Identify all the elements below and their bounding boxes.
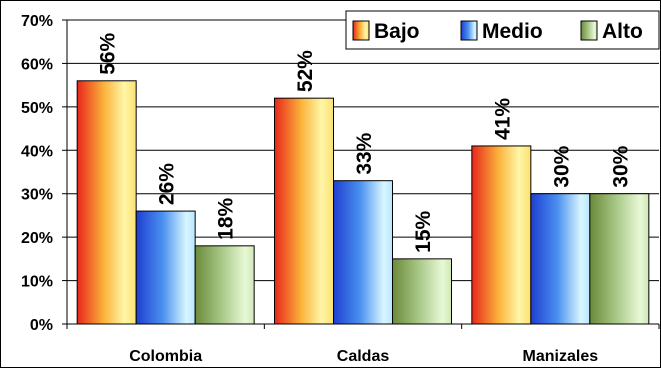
legend-swatch-alto	[580, 20, 598, 41]
x-category-label: Caldas	[337, 348, 390, 365]
bar-bajo	[76, 80, 137, 325]
bars	[76, 80, 650, 325]
data-label: 52%	[294, 50, 317, 92]
data-label: 30%	[550, 145, 573, 187]
bar-alto	[392, 258, 452, 325]
bar-medio	[333, 180, 393, 325]
data-label: 30%	[609, 145, 632, 187]
y-tick-label: 70%	[21, 13, 53, 30]
legend-box	[345, 10, 660, 50]
y-tick-label: 50%	[21, 100, 53, 117]
data-label: 15%	[412, 210, 435, 252]
data-label: 26%	[156, 163, 179, 205]
legend: Bajo Medio Alto	[345, 10, 660, 50]
y-tick-label: 0%	[30, 317, 53, 334]
bar-medio	[530, 193, 591, 325]
y-tick-label: 10%	[21, 274, 53, 291]
y-tick-label: 20%	[21, 230, 53, 247]
legend-label: Bajo	[374, 20, 420, 43]
data-label: 33%	[353, 132, 376, 174]
bar-alto	[194, 245, 255, 325]
bar-alto	[589, 193, 650, 325]
data-labels: 56% 26% 18% 52% 33% 15% 41% 30% 30%	[97, 32, 633, 252]
bar-bajo	[274, 97, 334, 325]
legend-label: Medio	[482, 20, 543, 43]
legend-swatch-medio	[460, 20, 478, 41]
y-tick-label: 60%	[21, 56, 53, 73]
data-label: 56%	[97, 32, 120, 74]
bar-medio	[135, 210, 196, 325]
data-label: 41%	[491, 98, 514, 140]
bar-bajo	[471, 145, 532, 325]
data-label: 18%	[215, 197, 238, 239]
y-tick-label: 30%	[21, 187, 53, 204]
x-category-label: Colombia	[129, 348, 202, 365]
legend-swatch-bajo	[352, 20, 370, 41]
legend-label: Alto	[602, 20, 643, 43]
x-category-label: Manizales	[523, 348, 599, 365]
y-tick-label: 40%	[21, 143, 53, 160]
